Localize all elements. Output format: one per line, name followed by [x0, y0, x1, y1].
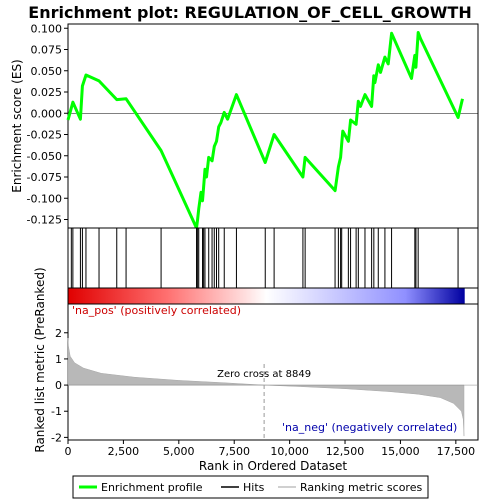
es-ytick-label: -0.100	[27, 192, 62, 205]
pos-label: 'na_pos' (positively correlated)	[72, 304, 241, 317]
es-ytick-label: 0.025	[31, 86, 63, 99]
metric-panel: Zero cross at 8849 'na_pos' (positively c…	[33, 267, 479, 473]
metric-xtick-label: 2,500	[108, 445, 140, 458]
es-ytick-label: 0.100	[31, 22, 63, 35]
es-ylabel: Enrichment score (ES)	[10, 59, 24, 192]
metric-ytick-label: 1	[55, 353, 62, 366]
es-panel: -0.125 -0.100 -0.075 -0.050 -0.025 0.000 0.025…	[10, 22, 479, 230]
es-plot-frame	[67, 23, 479, 229]
es-ytick-label: -0.050	[27, 150, 62, 163]
metric-xtick-label: 7,500	[218, 445, 250, 458]
es-ytick-label: 0.000	[31, 107, 63, 120]
metric-xtick-label: 10,000	[270, 445, 309, 458]
ranking-metric-area	[67, 337, 465, 437]
legend-label-metric: Ranking metric scores	[300, 481, 422, 494]
legend-box	[72, 475, 429, 499]
metric-xlabel: Rank in Ordered Dataset	[199, 459, 347, 473]
metric-xtick-label: 5,000	[163, 445, 195, 458]
metric-xtick-label: 17,500	[437, 445, 476, 458]
metric-ytick-label: 0	[55, 379, 62, 392]
hits-panel	[67, 227, 479, 305]
metric-ytick-label: 2	[55, 327, 62, 340]
metric-xtick-label: 0	[65, 445, 72, 458]
metric-frame	[67, 303, 479, 441]
metric-ytick-label: -2	[51, 431, 62, 444]
es-ytick-label: -0.025	[27, 129, 62, 142]
metric-xtick-label: 15,000	[381, 445, 420, 458]
metric-ylabel: Ranked list metric (PreRanked)	[33, 267, 47, 452]
legend-label-hits: Hits	[243, 481, 265, 494]
es-ytick-label: 0.050	[31, 65, 63, 78]
es-ytick-label: 0.075	[31, 44, 63, 57]
enrichment-profile-line	[66, 31, 464, 230]
es-ytick-label: -0.125	[27, 214, 62, 227]
es-ytick-label: -0.075	[27, 171, 62, 184]
legend-label-profile: Enrichment profile	[101, 481, 203, 494]
metric-ytick-label: -1	[51, 405, 62, 418]
chart-title: Enrichment plot: REGULATION_OF_CELL_GROW…	[28, 3, 471, 22]
neg-label: 'na_neg' (negatively correlated)	[282, 421, 457, 434]
zero-cross-label: Zero cross at 8849	[217, 369, 311, 380]
legend: Enrichment profile Hits Ranking metric sco…	[72, 475, 429, 499]
rank-color-bar	[68, 288, 465, 304]
metric-xtick-label: 12,500	[326, 445, 365, 458]
hits-frame	[67, 227, 479, 289]
